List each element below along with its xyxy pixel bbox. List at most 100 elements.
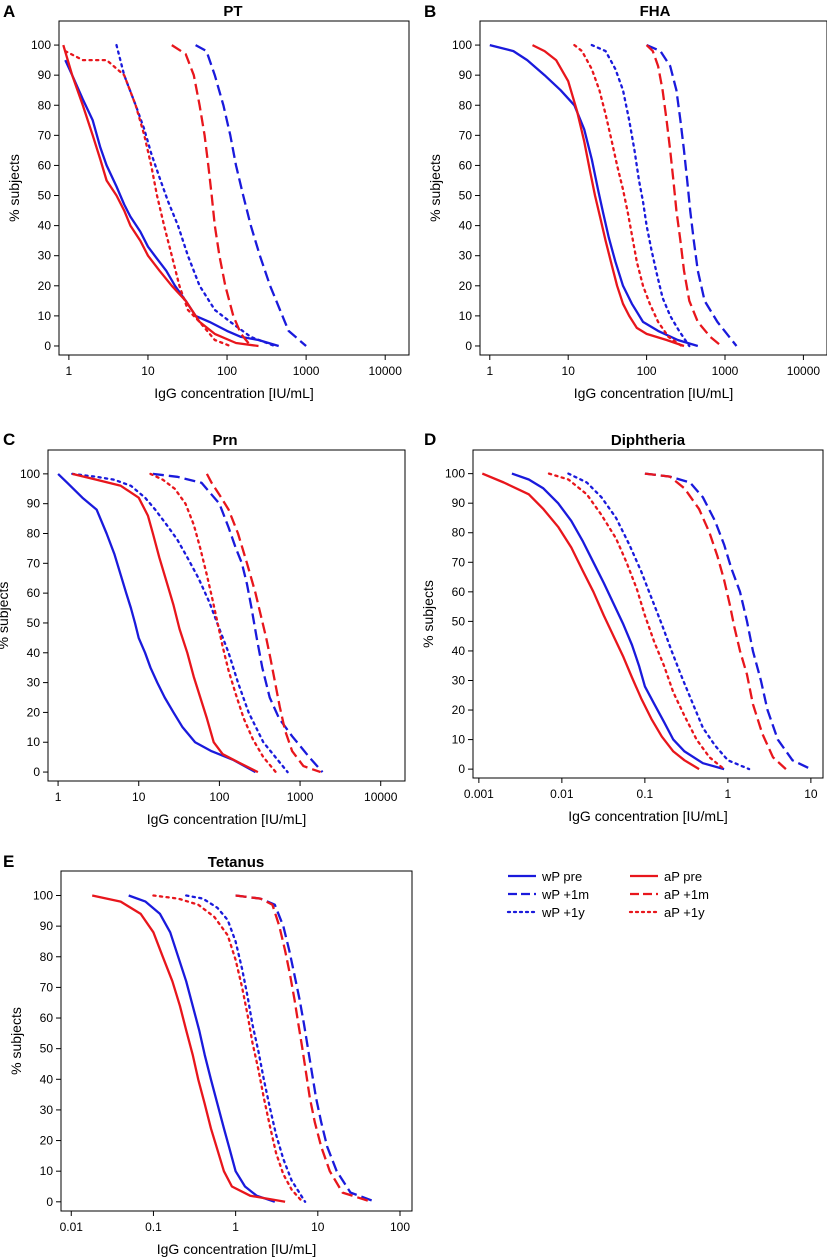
series-wp-1y — [590, 43, 691, 348]
panel-letter: C — [3, 430, 15, 449]
x-tick-label: 10 — [141, 364, 155, 378]
series-ap-1y — [573, 43, 683, 348]
y-tick-label: 70 — [38, 128, 52, 142]
y-tick-label: 60 — [452, 585, 466, 599]
y-tick-label: 20 — [452, 703, 466, 717]
plot-frame — [472, 449, 824, 779]
legend-label: wP +1y — [541, 905, 585, 920]
series-wp-1y — [71, 472, 289, 774]
panel-e: E Tetanus 0 10 20 30 40 50 60 70 80 90 100 0.01 0.1 1 10… — [3, 852, 413, 1257]
y-tick-label: 60 — [40, 1011, 54, 1025]
y-tick-label: 40 — [40, 1072, 54, 1086]
y-tick-label: 10 — [40, 1164, 54, 1178]
x-tick-label: 0.1 — [145, 1220, 162, 1234]
panel-title: Tetanus — [208, 854, 264, 871]
legend-label: wP pre — [541, 869, 582, 884]
y-tick-label: 0 — [458, 762, 465, 776]
panel-letter: D — [424, 430, 436, 449]
y-tick-label: 0 — [44, 339, 51, 353]
y-tick-label: 100 — [33, 889, 53, 903]
series-ap-1m — [645, 44, 723, 347]
y-tick-label: 0 — [46, 1195, 53, 1209]
x-tick-label: 1 — [55, 790, 62, 804]
x-tick-label: 1000 — [287, 790, 314, 804]
legend-label: wP +1m — [541, 887, 589, 902]
y-tick-label: 90 — [459, 68, 473, 82]
x-tick-label: 10000 — [364, 790, 398, 804]
y-tick-label: 90 — [452, 496, 466, 510]
y-tick-label: 40 — [27, 646, 41, 660]
series-ap-1m — [644, 472, 787, 770]
y-tick-label: 30 — [40, 1103, 54, 1117]
panel-title: Prn — [212, 432, 237, 449]
y-tick-label: 60 — [38, 158, 52, 172]
x-tick-label: 1000 — [712, 364, 739, 378]
y-axis-label: % subjects — [6, 154, 22, 222]
plot-frame — [479, 20, 827, 356]
x-tick-label: 10 — [311, 1220, 325, 1234]
y-tick-label: 80 — [38, 98, 52, 112]
y-tick-label: 50 — [40, 1042, 54, 1056]
x-axis-label: IgG concentration [IU/mL] — [147, 811, 307, 827]
x-tick-label: 10000 — [369, 364, 403, 378]
y-tick-label: 80 — [452, 526, 466, 540]
y-tick-label: 10 — [459, 309, 473, 323]
x-tick-label: 10 — [132, 790, 146, 804]
series-ap-1m — [205, 473, 321, 774]
series-wp-pre — [511, 472, 725, 771]
y-tick-label: 90 — [40, 919, 54, 933]
series-wp-pre — [128, 894, 276, 1203]
y-tick-label: 10 — [27, 735, 41, 749]
y-tick-label: 50 — [27, 616, 41, 630]
series-wp-1y — [567, 472, 751, 771]
x-tick-label: 1 — [232, 1220, 239, 1234]
x-axis-label: IgG concentration [IU/mL] — [157, 1241, 317, 1257]
y-tick-label: 30 — [27, 676, 41, 690]
y-tick-label: 0 — [33, 765, 40, 779]
y-tick-label: 10 — [38, 309, 52, 323]
x-tick-label: 100 — [390, 1220, 410, 1234]
series-ap-pre — [531, 44, 685, 348]
x-tick-label: 1 — [725, 787, 732, 801]
series-ap-1y — [149, 472, 277, 774]
x-tick-label: 100 — [217, 364, 237, 378]
y-tick-label: 90 — [38, 68, 52, 82]
x-tick-label: 0.01 — [550, 787, 574, 801]
x-axis-label: IgG concentration [IU/mL] — [154, 385, 314, 401]
y-tick-label: 40 — [459, 219, 473, 233]
plot-frame — [58, 20, 410, 356]
panel-letter: A — [3, 2, 15, 21]
panel-title: FHA — [640, 3, 671, 20]
series-ap-1y — [547, 472, 726, 771]
plot-frame — [47, 449, 406, 782]
panel-letter: B — [424, 2, 436, 21]
plot-frame — [60, 870, 413, 1212]
legend-label: aP +1y — [664, 905, 705, 920]
y-tick-label: 80 — [459, 98, 473, 112]
series-ap-pre — [72, 472, 259, 774]
y-tick-label: 100 — [20, 467, 40, 481]
series-ap-1y — [152, 894, 304, 1203]
series-wp-1m — [195, 44, 307, 347]
x-tick-label: 0.1 — [637, 787, 654, 801]
y-tick-label: 20 — [38, 279, 52, 293]
y-tick-label: 80 — [40, 950, 54, 964]
panel-letter: E — [3, 852, 14, 871]
y-tick-label: 70 — [459, 128, 473, 142]
x-axis-label: IgG concentration [IU/mL] — [568, 808, 728, 824]
y-tick-label: 50 — [452, 614, 466, 628]
panel-d: D Diphtheria 0 10 20 30 40 50 60 70 80 90 100 0.001 0.… — [420, 430, 824, 824]
y-tick-label: 50 — [459, 189, 473, 203]
y-tick-label: 100 — [445, 467, 465, 481]
series-wp-pre — [489, 43, 699, 348]
series-wp-pre — [64, 59, 280, 348]
legend-item: aP +1y — [628, 905, 705, 920]
y-tick-label: 10 — [452, 733, 466, 747]
panel-title: Diphtheria — [611, 432, 686, 449]
x-tick-label: 10000 — [787, 364, 821, 378]
y-axis-label: % subjects — [420, 580, 436, 648]
series-ap-1y — [64, 49, 232, 348]
y-tick-label: 70 — [452, 555, 466, 569]
